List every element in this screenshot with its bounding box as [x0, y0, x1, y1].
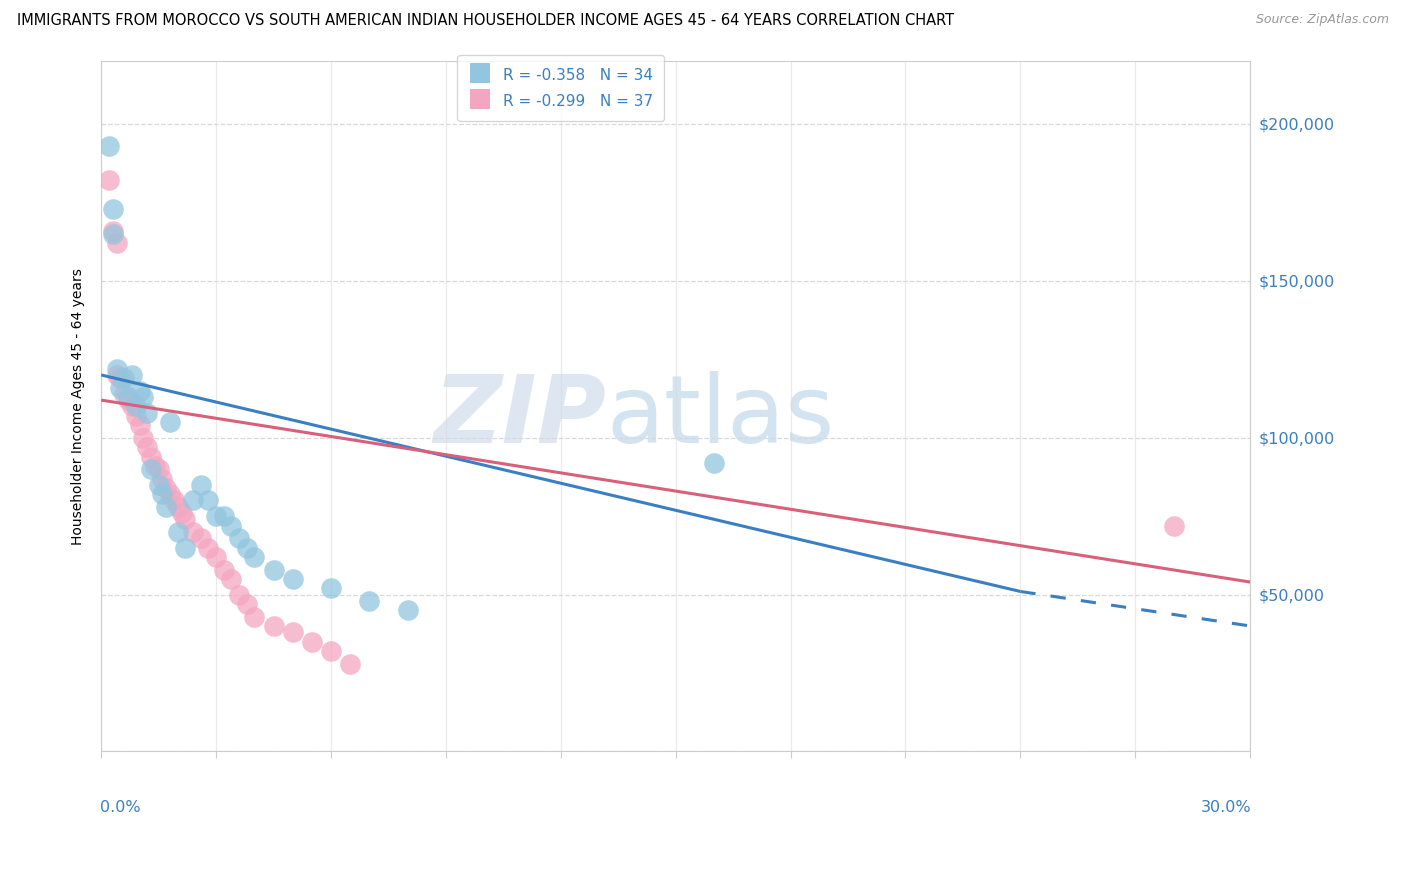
Point [212, 509, 235, 524]
Point [205, 509, 228, 524]
Point [243, 549, 266, 564]
Point [105, 368, 128, 382]
Point [1163, 518, 1185, 533]
Point [166, 500, 188, 514]
Point [148, 462, 170, 476]
Point [97, 139, 120, 153]
Point [243, 609, 266, 624]
Point [143, 458, 166, 473]
Point [101, 202, 124, 216]
Point [301, 634, 323, 648]
Point [359, 594, 381, 608]
Point [319, 644, 342, 658]
Text: IMMIGRANTS FROM MOROCCO VS SOUTH AMERICAN INDIAN HOUSEHOLDER INCOME AGES 45 - 64: IMMIGRANTS FROM MOROCCO VS SOUTH AMERICA… [17, 13, 955, 29]
Text: atlas: atlas [607, 371, 835, 463]
Point [319, 582, 342, 596]
Point [152, 487, 174, 501]
Point [221, 572, 243, 586]
Text: Source: ZipAtlas.com: Source: ZipAtlas.com [1256, 13, 1389, 27]
Point [132, 431, 155, 445]
Point [139, 450, 162, 464]
Point [152, 471, 174, 485]
Text: 0.0%: 0.0% [100, 800, 141, 814]
Point [121, 368, 143, 382]
Point [396, 603, 419, 617]
Point [155, 481, 177, 495]
Text: 30.0%: 30.0% [1201, 800, 1251, 814]
Point [101, 227, 124, 241]
Point [112, 386, 135, 401]
Point [174, 512, 197, 526]
Point [125, 409, 148, 423]
Point [190, 531, 212, 545]
Y-axis label: Householder Income Ages 45 - 64 years: Householder Income Ages 45 - 64 years [72, 268, 86, 545]
Point [228, 531, 250, 545]
Point [125, 400, 148, 414]
Point [105, 361, 128, 376]
Point [121, 400, 143, 414]
Point [105, 236, 128, 251]
Point [159, 415, 181, 429]
Point [117, 390, 139, 404]
Point [181, 493, 204, 508]
Text: ZIP: ZIP [434, 371, 607, 463]
Legend: R = -0.358   N = 34, R = -0.299   N = 37: R = -0.358 N = 34, R = -0.299 N = 37 [457, 55, 664, 121]
Point [110, 371, 132, 385]
Point [155, 500, 177, 514]
Point [263, 619, 285, 633]
Point [197, 541, 219, 555]
Point [190, 477, 212, 491]
Point [136, 440, 159, 454]
Point [212, 562, 235, 576]
Point [197, 493, 219, 508]
Point [97, 173, 120, 187]
Point [221, 518, 243, 533]
Point [228, 588, 250, 602]
Point [235, 597, 257, 611]
Point [235, 541, 257, 555]
Point [166, 524, 188, 539]
Point [174, 541, 197, 555]
Point [159, 487, 181, 501]
Point [263, 562, 285, 576]
Point [139, 462, 162, 476]
Point [205, 549, 228, 564]
Point [703, 456, 725, 470]
Point [112, 371, 135, 385]
Point [136, 406, 159, 420]
Point [110, 380, 132, 394]
Point [281, 572, 304, 586]
Point [170, 506, 193, 520]
Point [281, 625, 304, 640]
Point [128, 384, 150, 398]
Point [148, 477, 170, 491]
Point [128, 418, 150, 433]
Point [132, 390, 155, 404]
Point [339, 657, 361, 671]
Point [117, 393, 139, 408]
Point [181, 524, 204, 539]
Point [101, 224, 124, 238]
Point [163, 493, 186, 508]
